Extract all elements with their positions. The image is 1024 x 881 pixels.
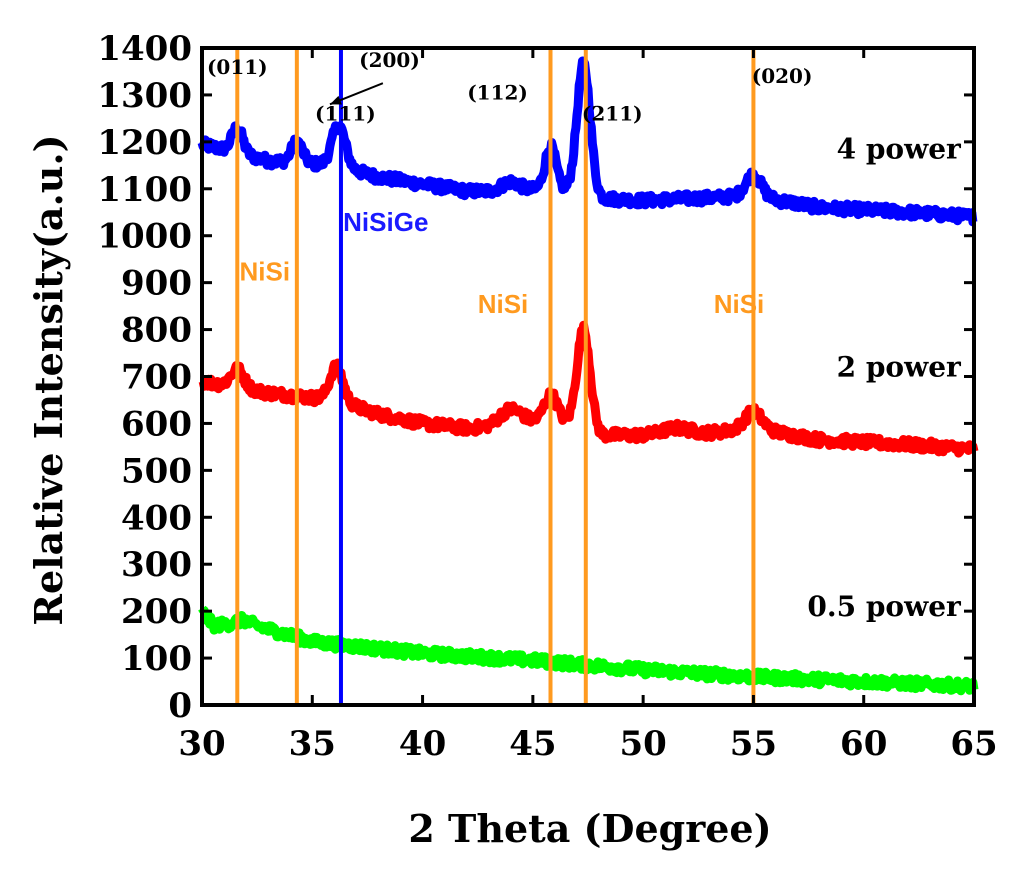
y-tick-label: 1300 [97, 76, 192, 116]
y-tick-label: 700 [121, 358, 192, 398]
peak-annotation: (112) [467, 81, 528, 105]
series-4-power-line [197, 56, 978, 227]
x-axis-title: 2 Theta (Degree) [408, 806, 771, 851]
x-tick-label: 65 [950, 724, 997, 764]
y-tick-label: 400 [121, 498, 192, 538]
peak-annotation: (111) [315, 102, 376, 126]
y-axis-title: Relative Intensity(a.u.) [26, 134, 71, 625]
axes: 30 35 40 45 50 55 60 65 0 100 200 300 400 500 600 700 80… [97, 29, 997, 764]
y-tick-label: 0 [168, 686, 192, 726]
plot-area: (011) (200) (111) (112) (211) (020) NiSi NiSiGe… [197, 48, 979, 705]
x-tick-label: 30 [178, 724, 225, 764]
y-tick-label: 800 [121, 311, 192, 351]
x-tick-label: 45 [509, 724, 556, 764]
phase-label-nisi: NiSi [714, 289, 765, 319]
y-tick-label: 100 [121, 639, 192, 679]
series-label: 4 power [837, 132, 962, 165]
y-tick-label: 1400 [97, 29, 192, 69]
y-tick-label: 200 [121, 592, 192, 632]
x-tick-label: 50 [619, 724, 666, 764]
phase-label-nisige: NiSiGe [343, 207, 428, 237]
y-tick-label: 1100 [97, 170, 192, 210]
series-label: 0.5 power [807, 590, 962, 623]
x-tick-label: 40 [399, 724, 446, 764]
peak-annotation: (020) [752, 64, 813, 88]
series-05-power-line [198, 605, 979, 696]
y-tick-label: 500 [121, 451, 192, 491]
y-tick-label: 600 [121, 404, 192, 444]
phase-label-nisi: NiSi [478, 289, 529, 319]
x-tick-label: 60 [840, 724, 887, 764]
x-tick-label: 35 [289, 724, 336, 764]
peak-annotation: (011) [207, 55, 268, 79]
y-tick-label: 300 [121, 545, 192, 585]
series-label: 2 power [837, 351, 962, 384]
y-tick-label: 1200 [97, 123, 192, 163]
x-tick-label: 55 [730, 724, 777, 764]
series-2-power-line [198, 320, 979, 458]
y-tick-label: 900 [121, 264, 192, 304]
peak-annotation: (200) [359, 48, 420, 72]
peak-annotation: (211) [582, 102, 643, 126]
annotation-arrowhead [329, 95, 342, 105]
y-tick-label: 1000 [97, 217, 192, 257]
phase-label-nisi: NiSi [239, 256, 290, 286]
